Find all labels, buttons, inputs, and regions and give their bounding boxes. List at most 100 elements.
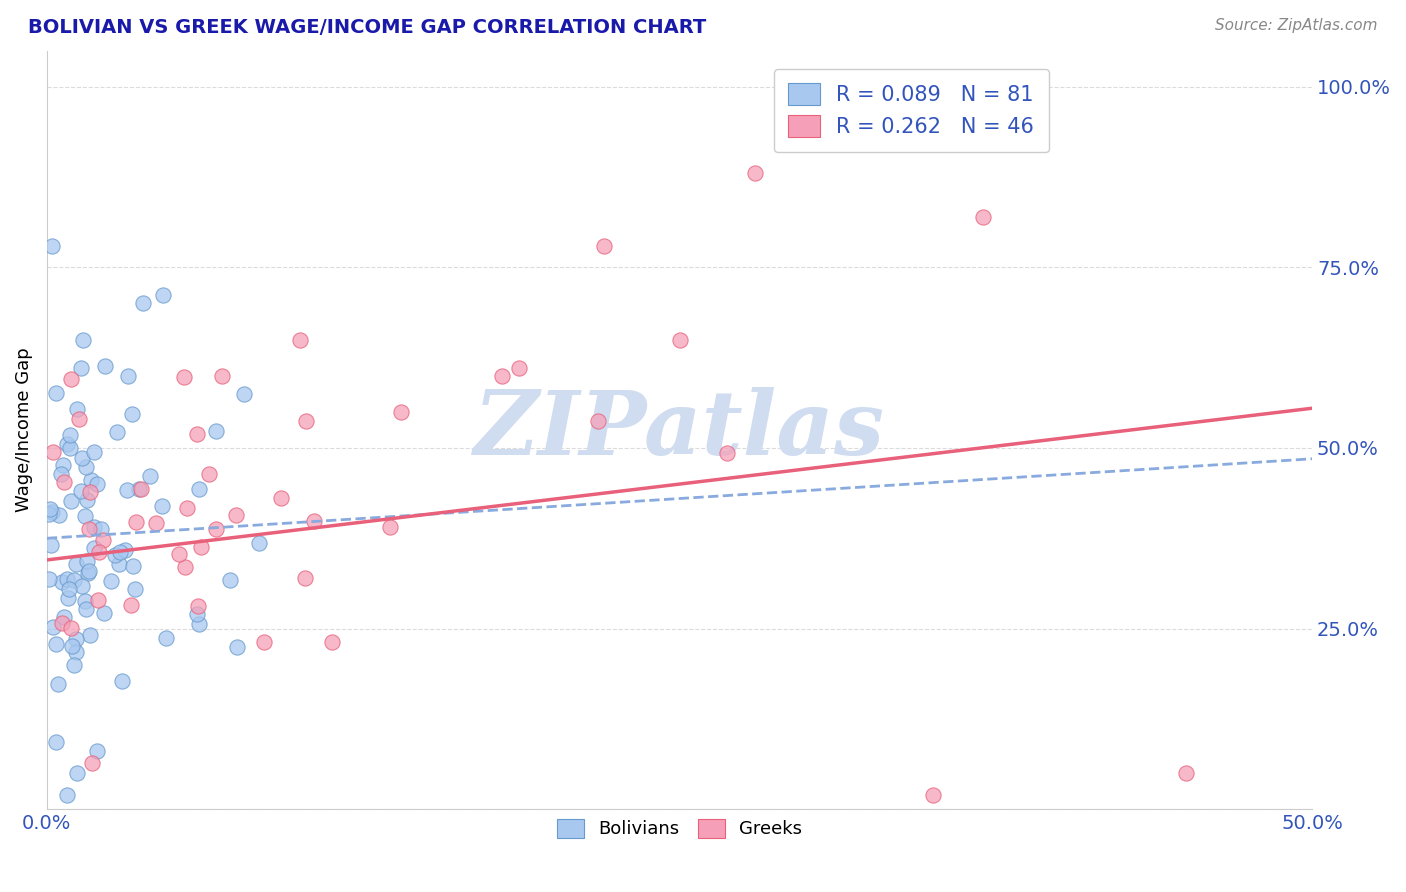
Point [39, 501, 62, 516]
Point [205, 522, 228, 536]
Point [79, 628, 101, 642]
Point [87, 593, 110, 607]
Point [52, 610, 75, 624]
Point [108, 545, 131, 559]
Point [38, 572, 60, 586]
Point [80, 473, 103, 487]
Point [67, 412, 90, 426]
Point [58, 591, 80, 605]
Point [321, 635, 343, 649]
Point [121, 558, 143, 573]
Point [83, 541, 105, 556]
Point [205, 425, 228, 439]
Point [120, 598, 142, 612]
Point [60, 372, 83, 386]
Point [150, 499, 173, 513]
Point [79, 485, 101, 500]
Point [56, 788, 79, 802]
Point [145, 516, 167, 531]
Point [45, 637, 67, 651]
Point [75, 460, 97, 475]
Point [90, 522, 112, 536]
Point [51, 467, 73, 481]
Point [59, 621, 82, 635]
Point [66, 766, 89, 780]
Point [45, 386, 67, 401]
Point [73, 508, 96, 523]
Point [65, 645, 87, 659]
Point [111, 674, 134, 689]
Point [288, 333, 311, 347]
Point [139, 468, 162, 483]
Point [921, 788, 943, 802]
Point [744, 166, 766, 180]
Point [70, 451, 93, 466]
Point [211, 368, 233, 383]
Point [295, 414, 318, 428]
Point [62, 657, 84, 672]
Point [294, 571, 316, 585]
Point [1174, 766, 1197, 780]
Point [173, 369, 195, 384]
Point [42, 619, 65, 633]
Point [77, 522, 100, 536]
Point [76, 493, 98, 508]
Point [716, 445, 738, 459]
Point [73, 593, 96, 607]
Point [253, 634, 276, 648]
Point [155, 632, 177, 646]
Point [129, 482, 152, 496]
Point [94, 359, 117, 373]
Point [59, 441, 82, 455]
Point [219, 574, 242, 588]
Point [51, 616, 73, 631]
Point [232, 387, 254, 401]
Point [270, 491, 292, 505]
Point [77, 564, 100, 578]
Point [108, 558, 131, 572]
Point [93, 607, 115, 621]
Point [72, 333, 94, 347]
Point [70, 579, 93, 593]
Point [125, 515, 148, 529]
Point [176, 500, 198, 515]
Text: ZIPatlas: ZIPatlas [474, 386, 884, 473]
Point [117, 368, 139, 383]
Point [39, 538, 62, 552]
Point [52, 458, 75, 472]
Point [117, 483, 139, 497]
Point [69, 483, 91, 498]
Point [45, 735, 67, 749]
Point [104, 548, 127, 562]
Point [100, 574, 122, 588]
Point [105, 425, 128, 439]
Point [38, 507, 60, 521]
Point [58, 582, 80, 596]
Point [59, 428, 82, 442]
Point [91, 533, 114, 548]
Point [972, 210, 994, 224]
Point [668, 333, 690, 347]
Point [186, 426, 208, 441]
Point [247, 536, 270, 550]
Point [42, 444, 65, 458]
Point [52, 475, 75, 490]
Point [225, 640, 247, 655]
Point [128, 482, 150, 496]
Point [66, 402, 89, 417]
Text: BOLIVIAN VS GREEK WAGE/INCOME GAP CORRELATION CHART: BOLIVIAN VS GREEK WAGE/INCOME GAP CORREL… [28, 18, 706, 37]
Point [60, 639, 83, 653]
Point [187, 599, 209, 613]
Y-axis label: Wage/Income Gap: Wage/Income Gap [15, 348, 32, 512]
Legend: Bolivians, Greeks: Bolivians, Greeks [550, 812, 810, 846]
Point [55, 436, 77, 450]
Point [48, 508, 70, 523]
Point [152, 287, 174, 301]
Point [65, 632, 87, 646]
Point [83, 520, 105, 534]
Point [114, 542, 136, 557]
Point [59, 493, 82, 508]
Point [225, 508, 247, 522]
Point [592, 238, 614, 252]
Point [51, 574, 73, 589]
